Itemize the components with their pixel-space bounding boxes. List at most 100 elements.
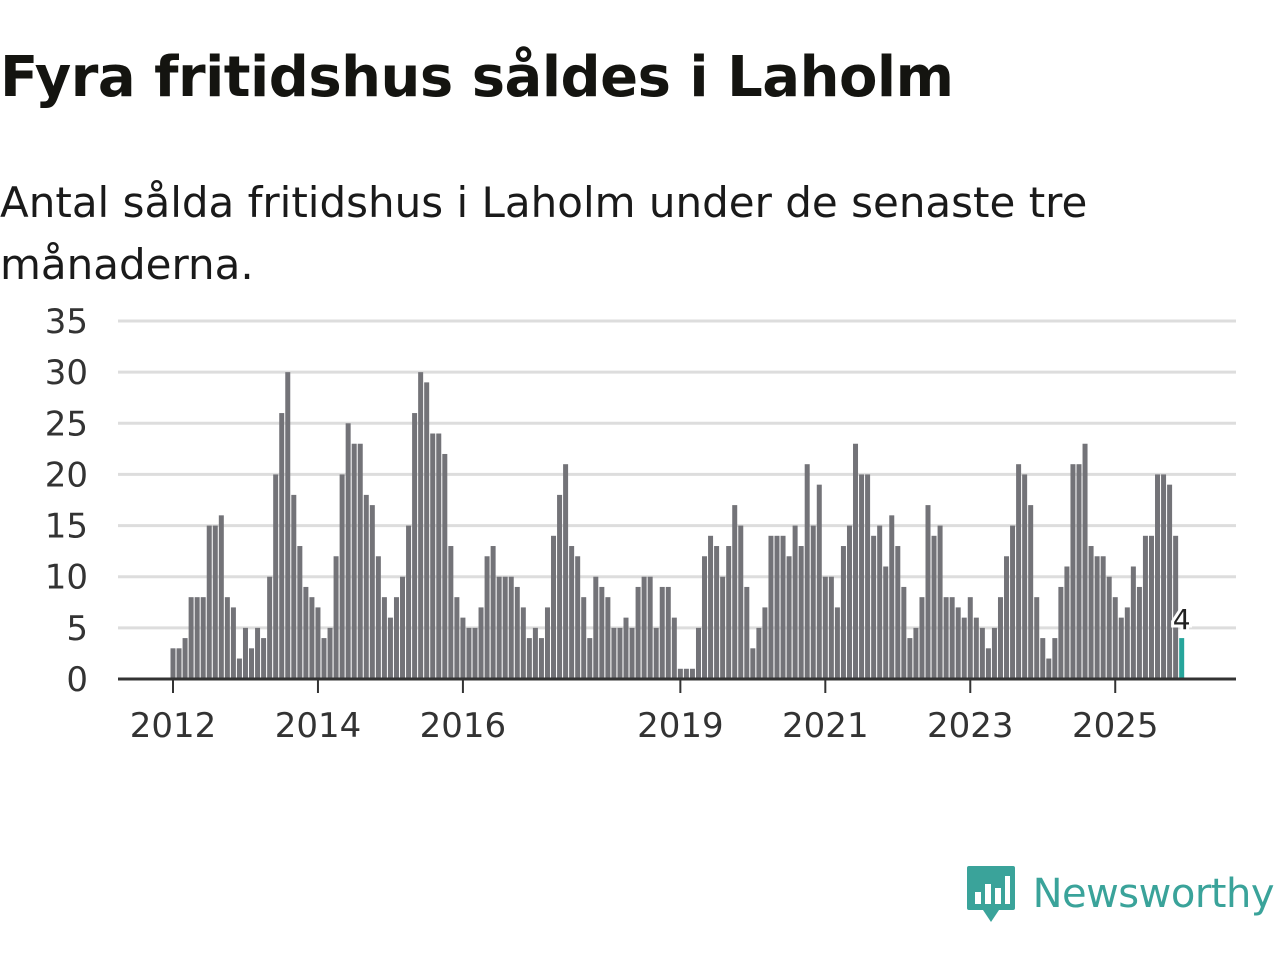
bar — [1004, 556, 1010, 679]
bar — [242, 627, 248, 679]
bar — [249, 648, 255, 679]
bar — [182, 638, 188, 679]
bar — [859, 474, 865, 679]
x-tick-label: 2019 — [637, 706, 724, 746]
bar — [176, 648, 182, 679]
bar — [883, 566, 889, 679]
bar — [424, 382, 430, 679]
bar — [581, 597, 587, 679]
bar — [1118, 617, 1124, 679]
bars — [170, 372, 1185, 679]
bar — [544, 607, 550, 679]
bar — [961, 617, 967, 679]
bar — [1064, 566, 1070, 679]
bar — [206, 525, 212, 679]
y-tick-label: 10 — [45, 558, 88, 598]
bar — [1094, 556, 1100, 679]
bar — [853, 443, 859, 679]
bar — [400, 576, 406, 679]
bar — [937, 525, 943, 679]
bar — [895, 546, 901, 679]
bar — [333, 556, 339, 679]
bar — [1028, 505, 1034, 679]
bar — [846, 525, 852, 679]
x-tick-label: 2016 — [420, 706, 507, 746]
bar — [345, 423, 351, 679]
bar-latest — [1179, 638, 1185, 679]
bar — [490, 546, 496, 679]
bar — [744, 586, 750, 679]
bar — [768, 535, 774, 679]
bar — [611, 627, 617, 679]
bar — [623, 617, 629, 679]
bar — [599, 586, 605, 679]
bar — [1034, 597, 1040, 679]
bar — [834, 607, 840, 679]
bar — [279, 413, 285, 679]
bar — [1022, 474, 1028, 679]
bar — [230, 607, 236, 679]
bar — [200, 597, 206, 679]
bar — [532, 627, 538, 679]
bar — [702, 556, 708, 679]
bar — [901, 586, 907, 679]
bar — [756, 627, 762, 679]
bar — [955, 607, 961, 679]
bar — [466, 627, 472, 679]
bar — [1148, 535, 1154, 679]
bar — [1040, 638, 1046, 679]
bar — [1088, 546, 1094, 679]
bar — [442, 453, 448, 679]
bar — [218, 515, 224, 679]
bar — [1016, 464, 1022, 679]
bar — [605, 597, 611, 679]
bar — [786, 556, 792, 679]
bar — [659, 586, 665, 679]
bar — [514, 586, 520, 679]
bar — [351, 443, 357, 679]
bar — [840, 546, 846, 679]
bar — [804, 464, 810, 679]
bar — [647, 576, 653, 679]
bar — [997, 597, 1003, 679]
bar — [406, 525, 412, 679]
bar — [526, 638, 532, 679]
bar — [738, 525, 744, 679]
bar — [448, 546, 454, 679]
x-tick-label: 2021 — [782, 706, 869, 746]
bar — [732, 505, 738, 679]
bar — [979, 627, 985, 679]
y-tick-label: 0 — [66, 660, 88, 700]
newsworthy-logo: Newsworthy — [965, 864, 1275, 924]
bar — [1136, 586, 1142, 679]
bar — [538, 638, 544, 679]
bar — [478, 607, 484, 679]
bar — [828, 576, 834, 679]
bar — [677, 668, 683, 679]
bar — [412, 413, 418, 679]
y-axis-ticks: 0 5 10 15 20 25 30 35 — [45, 302, 88, 700]
bar — [303, 586, 309, 679]
bar — [1161, 474, 1167, 679]
bar — [967, 597, 973, 679]
bar — [629, 627, 635, 679]
x-tick-label: 2012 — [130, 706, 217, 746]
bar — [484, 556, 490, 679]
bar — [1100, 556, 1106, 679]
bar — [375, 556, 381, 679]
bar — [472, 627, 478, 679]
bar — [641, 576, 647, 679]
bar — [762, 607, 768, 679]
y-tick-label: 20 — [45, 455, 88, 495]
bar — [708, 535, 714, 679]
bar — [387, 617, 393, 679]
bar — [285, 372, 291, 679]
bar — [1052, 638, 1058, 679]
bar — [430, 433, 436, 679]
bar — [436, 433, 442, 679]
bar — [569, 546, 575, 679]
bar — [726, 546, 732, 679]
bar — [907, 638, 913, 679]
bar — [1142, 535, 1148, 679]
x-tick-label: 2023 — [927, 706, 1014, 746]
